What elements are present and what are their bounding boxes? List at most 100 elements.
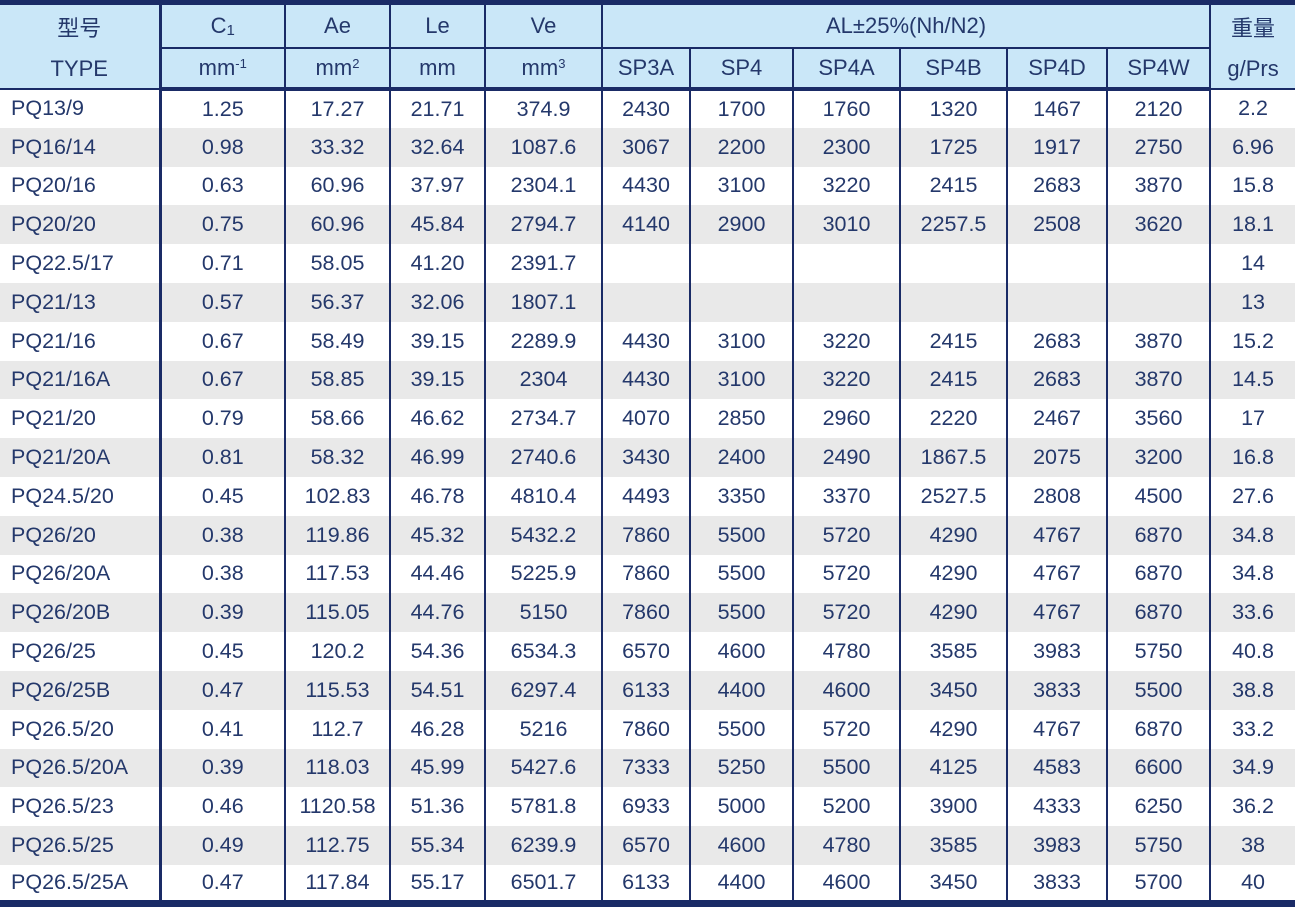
table-row: PQ26.5/20 0.41 112.7 46.28 5216 7860 5500 5720 4…	[0, 709, 1296, 749]
value-cell: 0.47	[158, 864, 285, 904]
value-cell: 3620	[1105, 205, 1211, 245]
value-cell: 3100	[689, 360, 793, 400]
value-cell: 0.67	[158, 321, 285, 361]
table-row: PQ20/16 0.63 60.96 37.97 2304.1 4430 3100 3220 2…	[0, 166, 1296, 206]
value-cell: 0.39	[158, 748, 285, 788]
header-type-cn: 型号	[57, 16, 102, 42]
value-cell: 6870	[1105, 593, 1211, 633]
table-row: PQ13/9 1.25 17.27 21.71 374.9 2430 1700 1760 132…	[0, 89, 1296, 128]
value-cell: 56.37	[284, 282, 390, 322]
value-cell: 2075	[1006, 438, 1107, 477]
value-cell: 3585	[899, 632, 1007, 671]
value-cell: 40	[1209, 864, 1296, 904]
header-row-1: 型号 TYPE C1 Ae Le Ve AL±25%(Nh/N2) 重量 g/P…	[0, 2, 1296, 90]
value-cell: 2300	[792, 127, 900, 167]
value-cell: 0.75	[158, 205, 285, 245]
value-cell: 7860	[601, 554, 690, 594]
header-unit-ve: mm3	[484, 48, 602, 91]
value-cell: 5500	[689, 554, 793, 594]
value-cell: 16.8	[1209, 438, 1296, 477]
value-cell: 0.39	[158, 593, 285, 633]
value-cell: 102.83	[284, 476, 390, 516]
value-cell: 5216	[484, 709, 602, 749]
value-cell: 3870	[1105, 166, 1211, 206]
value-cell: 2683	[1006, 321, 1107, 361]
value-cell: 4600	[689, 826, 793, 865]
table-row: PQ16/14 0.98 33.32 32.64 1087.6 3067 2200 2300 1…	[0, 127, 1296, 167]
value-cell: 6501.7	[484, 864, 602, 904]
value-cell: 21.71	[389, 89, 485, 128]
header-unit-c1: mm-1	[158, 48, 285, 91]
type-cell: PQ26/25	[0, 632, 160, 671]
table-body: PQ13/9 1.25 17.27 21.71 374.9 2430 1700 1760 132…	[0, 89, 1296, 904]
type-cell: PQ26.5/23	[0, 787, 160, 827]
value-cell: 3833	[1006, 670, 1107, 710]
value-cell: 3100	[689, 321, 793, 361]
type-cell: PQ26/25B	[0, 670, 160, 710]
value-cell	[1105, 282, 1211, 322]
table-row: PQ22.5/17 0.71 58.05 41.20 2391.7 14	[0, 244, 1296, 283]
unit-le-base: mm	[419, 55, 456, 81]
value-cell: 2467	[1006, 399, 1107, 439]
value-cell: 1467	[1006, 89, 1107, 128]
value-cell	[792, 282, 900, 322]
value-cell: 0.41	[158, 709, 285, 749]
value-cell: 32.06	[389, 282, 485, 322]
value-cell: 54.36	[389, 632, 485, 671]
type-cell: PQ21/20	[0, 399, 160, 439]
value-cell: 6239.9	[484, 826, 602, 865]
value-cell: 5720	[792, 554, 900, 594]
table-row: PQ26/20B 0.39 115.05 44.76 5150 7860 5500 5720 4…	[0, 593, 1296, 633]
value-cell: 2490	[792, 438, 900, 477]
value-cell: 4810.4	[484, 476, 602, 516]
value-cell: 4125	[899, 748, 1007, 788]
value-cell: 1087.6	[484, 127, 602, 167]
value-cell: 0.46	[158, 787, 285, 827]
value-cell: 5500	[1105, 670, 1211, 710]
value-cell: 5750	[1105, 632, 1211, 671]
value-cell: 3450	[899, 670, 1007, 710]
value-cell: 115.53	[284, 670, 390, 710]
value-cell: 5500	[689, 593, 793, 633]
unit-ve-sup: 3	[558, 56, 566, 72]
header-le: Le	[389, 2, 485, 50]
value-cell: 1917	[1006, 127, 1107, 167]
header-unit-le: mm	[389, 48, 485, 91]
unit-ae-sup: 2	[352, 56, 360, 72]
value-cell: 36.2	[1209, 787, 1296, 827]
value-cell: 3067	[601, 127, 690, 167]
value-cell: 1807.1	[484, 282, 602, 322]
value-cell: 5720	[792, 709, 900, 749]
value-cell: 34.8	[1209, 515, 1296, 555]
value-cell: 5500	[792, 748, 900, 788]
value-cell: 3010	[792, 205, 900, 245]
value-cell: 0.71	[158, 244, 285, 283]
type-cell: PQ26.5/20	[0, 709, 160, 749]
value-cell: 14	[1209, 244, 1296, 283]
value-cell: 2415	[899, 360, 1007, 400]
header-sp4w: SP4W	[1105, 48, 1211, 91]
unit-c1-sup: -1	[235, 56, 247, 72]
value-cell: 4583	[1006, 748, 1107, 788]
value-cell: 5500	[689, 709, 793, 749]
header-c1-sub: 1	[226, 22, 235, 40]
value-cell: 33.32	[284, 127, 390, 167]
value-cell: 2415	[899, 166, 1007, 206]
value-cell: 3220	[792, 166, 900, 206]
type-cell: PQ26.5/25A	[0, 864, 160, 904]
unit-ve-base: mm	[521, 55, 559, 81]
value-cell: 4767	[1006, 515, 1107, 555]
value-cell: 4290	[899, 554, 1007, 594]
value-cell: 3983	[1006, 632, 1107, 671]
value-cell: 46.78	[389, 476, 485, 516]
value-cell: 115.05	[284, 593, 390, 633]
header-sp4: SP4	[689, 48, 793, 91]
value-cell: 6570	[601, 632, 690, 671]
value-cell: 39.15	[389, 321, 485, 361]
value-cell: 27.6	[1209, 476, 1296, 516]
value-cell: 4400	[689, 864, 793, 904]
value-cell: 6297.4	[484, 670, 602, 710]
value-cell: 118.03	[284, 748, 390, 788]
type-cell: PQ22.5/17	[0, 244, 160, 283]
